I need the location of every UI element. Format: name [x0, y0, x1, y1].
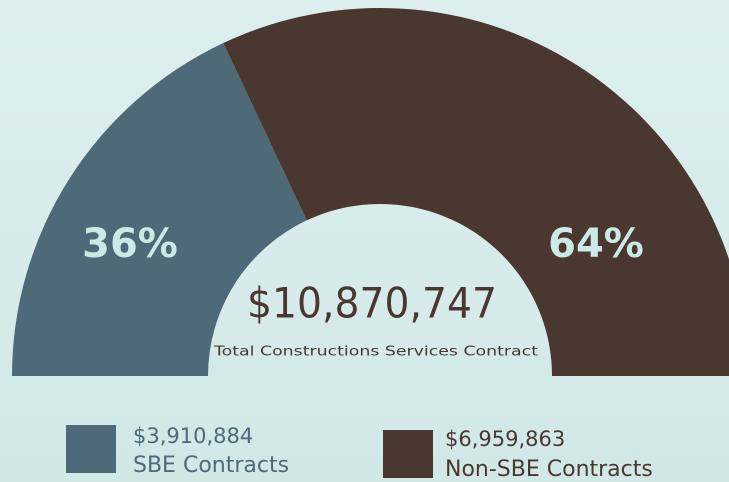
legend-swatch	[383, 430, 433, 478]
center-label: Total Constructions Services Contract	[213, 345, 538, 360]
legend-amount: $6,959,863	[445, 427, 565, 451]
data-label: 64%	[548, 221, 644, 267]
legend-amount: $3,910,884	[133, 424, 253, 448]
legend-label: Non-SBE Contracts	[445, 457, 653, 482]
data-label: 36%	[82, 221, 178, 267]
legend-swatch	[66, 425, 116, 473]
legend-label: SBE Contracts	[133, 453, 289, 478]
donut-segment	[223, 8, 729, 376]
center-value: $10,870,747	[247, 279, 497, 328]
donut-segment	[12, 43, 307, 376]
